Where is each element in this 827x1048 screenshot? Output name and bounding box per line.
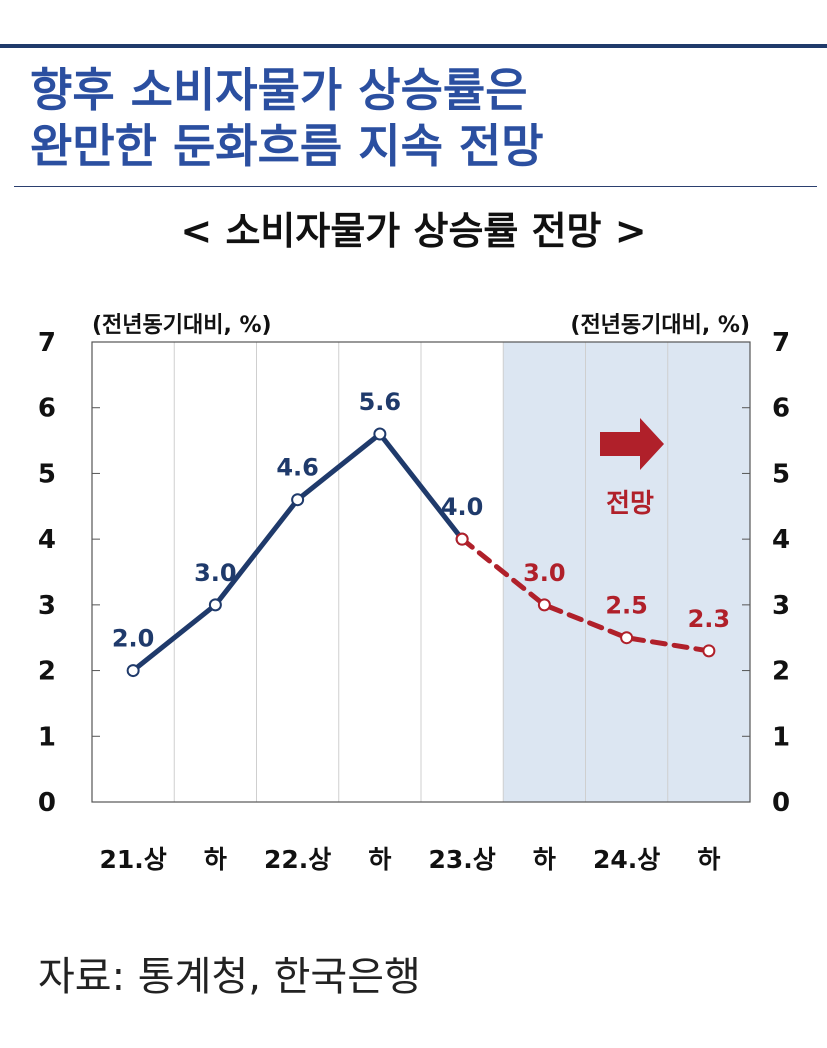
- line-chart: 0 0 1 1 2 2 3 3 4 4 5 5 6 6 7 7 (전년동기대비, %) (전년동기대비, %) 21…: [38, 313, 790, 874]
- plot-frame: [91, 341, 751, 803]
- y-tick-label-right: 1: [772, 722, 790, 752]
- actual-data-label: 4.0: [441, 493, 484, 521]
- x-tick-label: 하: [204, 845, 227, 874]
- actual-data-label: 5.6: [359, 388, 402, 416]
- actual-data-label: 4.6: [276, 454, 319, 482]
- y-tick-label-left: 6: [38, 394, 56, 424]
- forecast-label: 전망: [606, 489, 654, 519]
- y-tick-label-left: 1: [38, 722, 56, 752]
- unit-label-left: (전년동기대비, %): [92, 313, 272, 338]
- actual-data-label: 2.0: [112, 625, 155, 653]
- actual-point: [126, 664, 140, 678]
- forecast-data-label: 3.0: [523, 559, 566, 587]
- y-tick-label-right: 5: [772, 459, 790, 489]
- actual-point: [291, 493, 305, 507]
- y-tick-label-left: 0: [38, 788, 56, 818]
- y-tick-label-right: 6: [772, 394, 790, 424]
- y-tick-label-left: 5: [38, 459, 56, 489]
- actual-point: [373, 427, 387, 441]
- forecast-data-label: 2.3: [688, 605, 731, 633]
- headline-line-1: 향후 소비자물가 상승률은: [30, 63, 528, 117]
- y-tick-label-left: 4: [38, 525, 56, 555]
- forecast-arrow-icon: [600, 418, 664, 470]
- y-tick-label-right: 3: [772, 591, 790, 621]
- x-tick-label: 하: [697, 845, 720, 874]
- y-tick-label-right: 2: [772, 657, 790, 687]
- x-tick-label: 23.상: [428, 845, 495, 874]
- forecast-point: [620, 631, 634, 645]
- x-tick-label: 21.상: [99, 845, 166, 874]
- y-tick-label-right: 4: [772, 525, 790, 555]
- forecast-point: [537, 598, 551, 612]
- x-tick-label: 22.상: [264, 845, 331, 874]
- headline-line-2: 완만한 둔화흐름 지속 전망: [30, 119, 544, 173]
- actual-point: [208, 598, 222, 612]
- forecast-series-line: [459, 536, 712, 654]
- forecast-point: [455, 532, 469, 546]
- top-rule: [0, 44, 827, 48]
- forecast-point: [702, 644, 716, 658]
- forecast-band: [503, 342, 750, 802]
- source-note: 자료: 통계청, 한국은행: [38, 954, 421, 1000]
- forecast-data-label: 2.5: [605, 592, 648, 620]
- y-tick-label-left: 7: [38, 328, 56, 358]
- y-tick-label-right: 0: [772, 788, 790, 818]
- y-tick-label-right: 7: [772, 328, 790, 358]
- y-tick-label-left: 2: [38, 657, 56, 687]
- headline-rule: [14, 186, 817, 187]
- headline: 향후 소비자물가 상승률은 완만한 둔화흐름 지속 전망: [30, 62, 544, 174]
- chart-title: < 소비자물가 상승률 전망 >: [180, 209, 647, 253]
- x-tick-label: 하: [533, 845, 556, 874]
- unit-label-right: (전년동기대비, %): [570, 313, 750, 338]
- x-tick-label: 24.상: [593, 845, 660, 874]
- y-tick-label-left: 3: [38, 591, 56, 621]
- x-tick-label: 하: [368, 845, 391, 874]
- actual-data-label: 3.0: [194, 559, 237, 587]
